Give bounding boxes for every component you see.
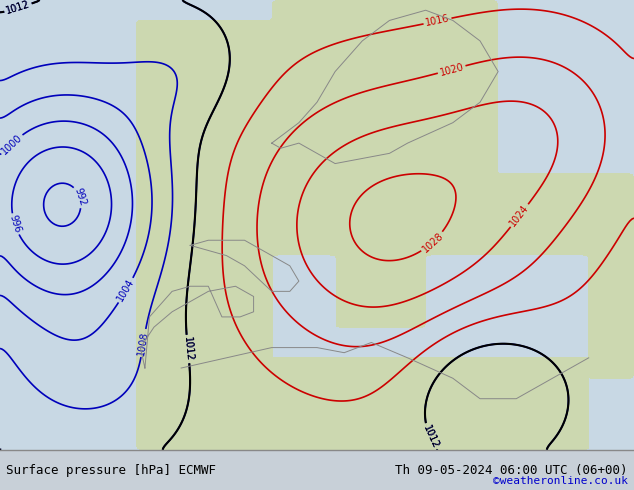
Text: 1012: 1012 [421, 423, 440, 450]
Text: 1028: 1028 [420, 230, 445, 254]
Text: 992: 992 [72, 187, 87, 207]
Text: Th 09-05-2024 06:00 UTC (06+00): Th 09-05-2024 06:00 UTC (06+00) [395, 464, 628, 477]
Text: 1012: 1012 [421, 423, 440, 450]
Text: 1016: 1016 [425, 14, 451, 28]
Text: 1020: 1020 [439, 61, 465, 77]
Text: 1012: 1012 [4, 0, 31, 16]
Text: Surface pressure [hPa] ECMWF: Surface pressure [hPa] ECMWF [6, 464, 216, 477]
Text: 1012: 1012 [4, 0, 31, 16]
Text: 1024: 1024 [508, 203, 531, 228]
Text: 1000: 1000 [0, 132, 24, 156]
Text: ©weatheronline.co.uk: ©weatheronline.co.uk [493, 476, 628, 486]
Text: 1012: 1012 [182, 336, 194, 362]
Text: 996: 996 [8, 214, 22, 234]
Text: 1008: 1008 [136, 330, 150, 356]
Text: 1012: 1012 [182, 336, 194, 362]
Text: 1004: 1004 [115, 277, 136, 303]
